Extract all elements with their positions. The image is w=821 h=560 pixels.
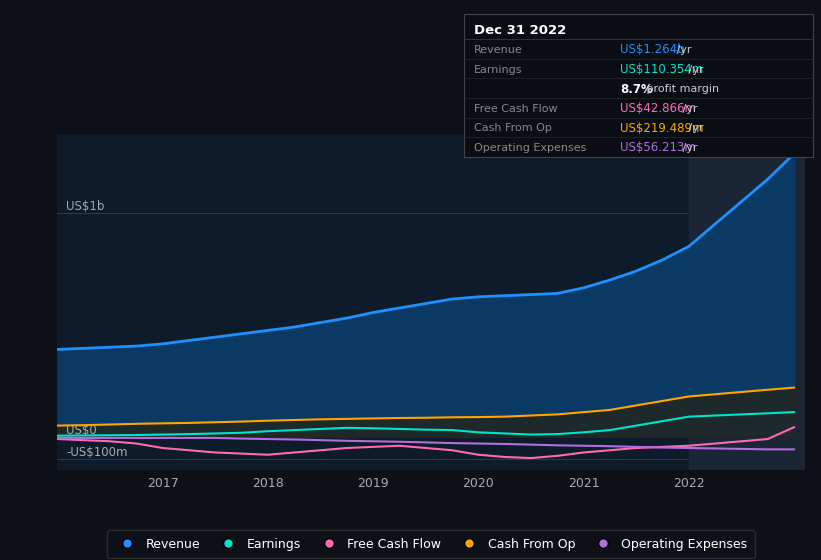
Text: Cash From Op: Cash From Op xyxy=(474,123,552,133)
Text: Free Cash Flow: Free Cash Flow xyxy=(474,104,557,114)
Text: US$56.213m: US$56.213m xyxy=(620,142,695,155)
Text: Earnings: Earnings xyxy=(474,64,522,74)
Text: US$0: US$0 xyxy=(66,424,97,437)
Legend: Revenue, Earnings, Free Cash Flow, Cash From Op, Operating Expenses: Revenue, Earnings, Free Cash Flow, Cash … xyxy=(108,530,754,558)
Text: Revenue: Revenue xyxy=(474,45,522,55)
Text: /yr: /yr xyxy=(685,123,704,133)
Text: US$1.264b: US$1.264b xyxy=(620,44,685,57)
Text: /yr: /yr xyxy=(679,104,698,114)
Text: /yr: /yr xyxy=(673,45,691,55)
Text: US$42.866m: US$42.866m xyxy=(620,102,696,115)
Text: profit margin: profit margin xyxy=(644,84,720,94)
Text: /yr: /yr xyxy=(685,64,704,74)
Text: -US$100m: -US$100m xyxy=(66,446,127,459)
Text: US$219.489m: US$219.489m xyxy=(620,122,704,135)
Text: Dec 31 2022: Dec 31 2022 xyxy=(474,24,566,38)
Text: 8.7%: 8.7% xyxy=(620,83,653,96)
Text: US$1b: US$1b xyxy=(66,200,104,213)
Text: /yr: /yr xyxy=(679,143,698,153)
Text: Operating Expenses: Operating Expenses xyxy=(474,143,586,153)
Bar xyxy=(689,134,805,470)
Text: US$110.354m: US$110.354m xyxy=(620,63,703,76)
